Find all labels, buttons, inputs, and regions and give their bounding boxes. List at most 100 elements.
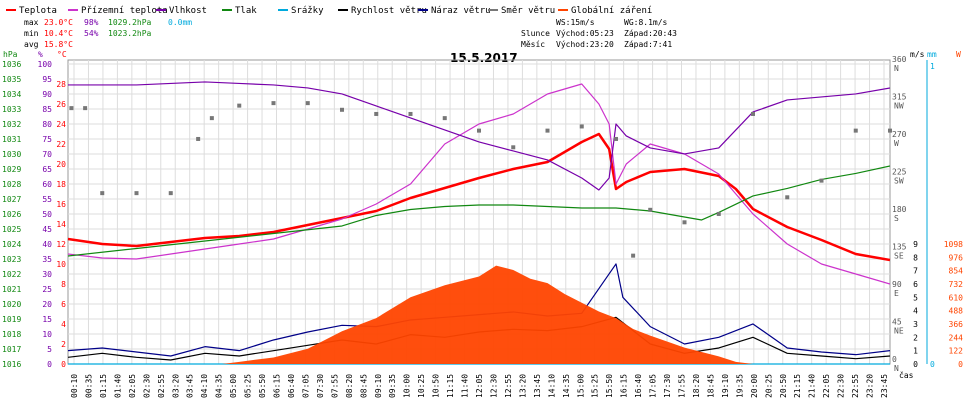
point-wind-direction bbox=[196, 136, 201, 141]
tick-pressure: 1032 bbox=[2, 120, 21, 129]
tick-direction-name: N bbox=[894, 64, 899, 73]
point-wind-direction bbox=[100, 191, 105, 196]
tick-temp: 18 bbox=[56, 180, 66, 189]
tick-pressure: 1023 bbox=[2, 255, 21, 264]
tick-time: 15:00 bbox=[576, 374, 585, 398]
tick-time: 12:30 bbox=[489, 374, 498, 398]
stat-min-temp: 10.4°C bbox=[44, 29, 73, 38]
tick-time: 00:10 bbox=[70, 374, 79, 398]
tick-pressure: 1027 bbox=[2, 195, 21, 204]
tick-pressure: 1033 bbox=[2, 105, 21, 114]
tick-pressure: 1030 bbox=[2, 150, 21, 159]
legend-label: Náraz větru bbox=[431, 6, 491, 16]
tick-time: 05:50 bbox=[258, 374, 267, 398]
tick-time: 18:20 bbox=[692, 374, 701, 398]
tick-time: 13:45 bbox=[533, 374, 542, 398]
tick-pressure: 1024 bbox=[2, 240, 21, 249]
tick-direction-deg: 225 bbox=[892, 167, 907, 176]
tick-time: 20:00 bbox=[750, 374, 759, 398]
stat-min-hum: 54% bbox=[84, 29, 99, 38]
point-wind-direction bbox=[477, 128, 481, 133]
tick-direction-name: W bbox=[894, 139, 899, 148]
series-line bbox=[67, 165, 891, 257]
tick-pressure: 1035 bbox=[2, 75, 21, 84]
tick-time: 11:40 bbox=[461, 374, 470, 398]
chart-title: 15.5.2017 bbox=[450, 51, 518, 65]
tick-wind: 3 bbox=[913, 320, 918, 329]
tick-temp: 12 bbox=[56, 240, 66, 249]
tick-time: 21:40 bbox=[808, 374, 817, 398]
plot-area bbox=[67, 81, 892, 365]
tick-time: 06:15 bbox=[273, 374, 282, 398]
point-wind-direction bbox=[751, 111, 755, 116]
tick-time: 10:25 bbox=[417, 374, 426, 398]
legend: Teplota Přízemní teplota Vlhkost Tlak Srážky… bbox=[6, 6, 652, 16]
tick-time: 06:40 bbox=[287, 374, 296, 398]
tick-pressure: 1017 bbox=[2, 345, 21, 354]
tick-temp: 26 bbox=[56, 100, 66, 109]
tick-humidity: 95 bbox=[42, 75, 52, 84]
tick-direction-name: SW bbox=[894, 176, 904, 185]
point-wind-direction bbox=[271, 101, 276, 106]
stat-avg-label: avg bbox=[24, 40, 39, 49]
tick-time: 20:50 bbox=[779, 374, 788, 398]
tick-radiation: 0 bbox=[958, 360, 963, 369]
tick-humidity: 55 bbox=[42, 195, 52, 204]
tick-temp: 14 bbox=[56, 220, 66, 229]
unit-ms: m/s bbox=[910, 50, 925, 59]
tick-time: 12:05 bbox=[475, 374, 484, 398]
stat-max-press: 1029.2hPa bbox=[108, 18, 152, 27]
point-wind-direction bbox=[168, 191, 173, 196]
tick-direction-name: E bbox=[894, 289, 899, 298]
point-wind-direction bbox=[134, 191, 139, 196]
tick-time: 09:35 bbox=[388, 374, 397, 398]
tick-time: 23:45 bbox=[880, 374, 889, 398]
tick-temp: 10 bbox=[56, 260, 66, 269]
tick-pressure: 1026 bbox=[2, 210, 21, 219]
tick-pressure: 1018 bbox=[2, 330, 21, 339]
tick-time: 17:05 bbox=[649, 374, 658, 398]
legend-label: Srážky bbox=[291, 6, 324, 16]
tick-pressure: 1029 bbox=[2, 165, 21, 174]
tick-temp: 16 bbox=[56, 200, 66, 209]
stat-sun-label: Slunce bbox=[521, 29, 550, 38]
stat-moon-set: Západ:7:41 bbox=[624, 40, 672, 49]
tick-radiation: 610 bbox=[949, 293, 964, 302]
stat-max-rain: 0.0mm bbox=[168, 18, 192, 27]
legend-label: Tlak bbox=[235, 6, 257, 16]
tick-pressure: 1016 bbox=[2, 360, 21, 369]
tick-time: 16:15 bbox=[620, 374, 629, 398]
tick-direction-name: SE bbox=[894, 251, 904, 260]
tick-wind: 7 bbox=[913, 267, 918, 276]
tick-humidity: 30 bbox=[42, 270, 52, 279]
tick-time: 23:20 bbox=[866, 374, 875, 398]
tick-time: 03:45 bbox=[186, 374, 195, 398]
tick-pressure: 1036 bbox=[2, 60, 21, 69]
tick-humidity: 70 bbox=[42, 150, 52, 159]
stats-panel: max 23.0°C 98% 1029.2hPa 0.0mm min 10.4°… bbox=[24, 18, 677, 49]
tick-humidity: 45 bbox=[42, 225, 52, 234]
tick-time: 00:35 bbox=[84, 374, 93, 398]
tick-humidity: 80 bbox=[42, 120, 52, 129]
tick-time: 10:50 bbox=[432, 374, 441, 398]
tick-direction-deg: 135 bbox=[892, 242, 907, 251]
tick-humidity: 75 bbox=[42, 135, 52, 144]
stat-max-hum: 98% bbox=[84, 18, 99, 27]
tick-time: 02:55 bbox=[157, 374, 166, 398]
tick-wind: 9 bbox=[913, 240, 918, 249]
point-wind-direction bbox=[83, 106, 88, 111]
point-wind-direction bbox=[853, 128, 858, 133]
point-wind-direction bbox=[408, 111, 413, 116]
tick-radiation: 854 bbox=[949, 267, 964, 276]
axis-ticks: 1016101710181019102010211022102310241025… bbox=[2, 55, 963, 398]
tick-pressure: 1034 bbox=[2, 90, 21, 99]
tick-humidity: 50 bbox=[42, 210, 52, 219]
tick-pressure: 1019 bbox=[2, 315, 21, 324]
point-wind-direction bbox=[305, 101, 310, 106]
tick-time: 18:45 bbox=[706, 374, 715, 398]
tick-time: 04:35 bbox=[215, 374, 224, 398]
tick-time: 15:25 bbox=[591, 374, 600, 398]
unit-mm: mm bbox=[927, 50, 937, 59]
point-wind-direction bbox=[648, 207, 653, 212]
